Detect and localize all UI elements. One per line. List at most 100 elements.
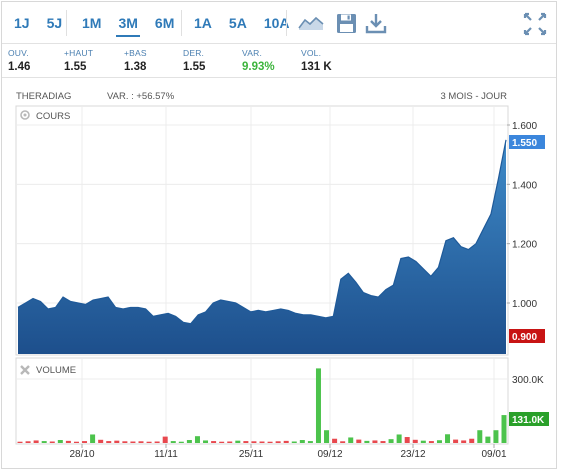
volume-bar bbox=[130, 441, 136, 443]
volume-bar bbox=[283, 440, 289, 443]
x-tick-label: 28/10 bbox=[69, 449, 94, 460]
download-icon[interactable] bbox=[365, 12, 387, 34]
x-tick-label: 23/12 bbox=[400, 449, 425, 460]
chart-type-icon[interactable] bbox=[298, 15, 324, 31]
volume-bar bbox=[275, 441, 281, 443]
volume-bar bbox=[436, 440, 442, 443]
volume-bar bbox=[404, 437, 410, 443]
volume-y-axis: 300.0K bbox=[512, 375, 544, 386]
volume-bar bbox=[372, 440, 378, 443]
gear-icon[interactable] bbox=[20, 110, 30, 120]
quote-label: VOL. bbox=[301, 48, 322, 58]
volume-bar bbox=[412, 439, 418, 443]
quote-item: +BAS 1.38 bbox=[124, 48, 147, 73]
volume-bar bbox=[122, 441, 128, 443]
volume-bar bbox=[259, 441, 265, 443]
volume-bar bbox=[170, 441, 176, 443]
volume-bar bbox=[146, 441, 152, 443]
chart-period: 3 MOIS - JOUR bbox=[440, 91, 507, 102]
volume-panel bbox=[15, 357, 509, 445]
save-icon[interactable] bbox=[336, 13, 357, 34]
svg-text:0.900: 0.900 bbox=[512, 332, 537, 343]
quote-value: 1.38 bbox=[124, 61, 147, 73]
volume-bar bbox=[178, 441, 184, 443]
volume-bar bbox=[186, 440, 192, 443]
volume-bar bbox=[332, 438, 338, 443]
chart-symbol: THERADIAG bbox=[16, 91, 71, 102]
volume-bar bbox=[364, 440, 370, 443]
close-icon[interactable] bbox=[20, 365, 30, 375]
volume-bar bbox=[340, 441, 346, 443]
volume-bar bbox=[291, 441, 297, 443]
quote-label: DER. bbox=[183, 48, 205, 58]
y-tick-label: 1.000 bbox=[512, 299, 537, 310]
toolbar-divider bbox=[286, 10, 287, 36]
volume-bar bbox=[219, 441, 225, 443]
volume-bar bbox=[493, 430, 499, 443]
price-panel bbox=[15, 105, 509, 356]
x-tick-label: 25/11 bbox=[239, 449, 264, 460]
quote-item: +HAUT 1.55 bbox=[64, 48, 93, 73]
period-button-1a[interactable]: 1A bbox=[194, 15, 212, 31]
toolbar-divider bbox=[181, 10, 182, 36]
volume-bar bbox=[461, 440, 467, 443]
quote-summary: OUV. 1.46 +HAUT 1.55 +BAS 1.38 DER. 1.55 VAR. 9.9… bbox=[2, 45, 556, 78]
quote-value: 9.93% bbox=[242, 61, 275, 73]
volume-bar bbox=[227, 441, 233, 443]
volume-panel-legend: VOLUME bbox=[20, 365, 76, 376]
period-button-6m[interactable]: 6M bbox=[154, 15, 175, 31]
volume-bar bbox=[469, 438, 475, 443]
quote-value: 1.46 bbox=[8, 61, 31, 73]
period-button-5a[interactable]: 5A bbox=[228, 15, 247, 31]
volume-bar bbox=[65, 440, 71, 443]
volume-bar bbox=[396, 434, 402, 443]
volume-bar bbox=[420, 440, 426, 443]
volume-bar bbox=[106, 441, 112, 443]
svg-text:1.550: 1.550 bbox=[512, 138, 537, 149]
quote-label: OUV. bbox=[8, 48, 29, 58]
period-group-long: 1A 5A 10A bbox=[192, 2, 292, 44]
low-price-badge: 0.900 bbox=[509, 329, 545, 343]
volume-bar bbox=[324, 430, 330, 443]
volume-bar bbox=[453, 439, 459, 443]
volume-bar bbox=[98, 439, 104, 443]
volume-panel-label: VOLUME bbox=[36, 365, 76, 376]
volume-bar bbox=[162, 436, 168, 443]
quote-value: 1.55 bbox=[183, 61, 206, 73]
quote-value: 131 K bbox=[301, 61, 332, 73]
volume-bar bbox=[49, 441, 55, 443]
volume-bar bbox=[73, 441, 79, 443]
volume-bar bbox=[82, 441, 88, 443]
period-button-10a[interactable]: 10A bbox=[263, 15, 290, 31]
volume-bar bbox=[41, 441, 47, 443]
chart-variation: VAR. : +56.57% bbox=[107, 91, 175, 102]
volume-bar bbox=[57, 440, 63, 443]
volume-bar bbox=[138, 441, 144, 443]
quote-label: +HAUT bbox=[64, 48, 94, 58]
y-tick-label: 1.200 bbox=[512, 240, 537, 251]
x-tick-label: 09/01 bbox=[481, 449, 506, 460]
price-volume-chart[interactable]: THERADIAG VAR. : +56.57% 3 MOIS - JOUR C… bbox=[2, 79, 556, 469]
quote-item: DER. 1.55 bbox=[183, 48, 205, 73]
volume-bar bbox=[485, 436, 491, 443]
volume-bar bbox=[307, 441, 313, 443]
volume-bar bbox=[348, 437, 354, 443]
volume-bar bbox=[356, 439, 362, 443]
fullscreen-icon[interactable] bbox=[522, 12, 548, 36]
volume-bar bbox=[194, 436, 200, 443]
y-tick-label: 300.0K bbox=[512, 375, 544, 386]
period-button-5j[interactable]: 5J bbox=[46, 15, 63, 31]
volume-grid bbox=[17, 359, 507, 443]
period-button-1m[interactable]: 1M bbox=[82, 15, 102, 31]
volume-bar bbox=[235, 440, 241, 443]
close-price-badge: 1.550 bbox=[509, 135, 545, 149]
x-axis: 28/10 11/11 25/11 09/12 23/12 09/01 bbox=[69, 444, 507, 460]
period-button-3m[interactable]: 3M bbox=[116, 15, 141, 37]
period-button-1j[interactable]: 1J bbox=[14, 15, 30, 31]
volume-bar bbox=[501, 415, 507, 443]
quote-item: OUV. 1.46 bbox=[8, 48, 30, 73]
volume-bar bbox=[17, 441, 23, 443]
volume-bar bbox=[315, 368, 321, 443]
quote-item: VOL. 131 K bbox=[301, 48, 332, 73]
